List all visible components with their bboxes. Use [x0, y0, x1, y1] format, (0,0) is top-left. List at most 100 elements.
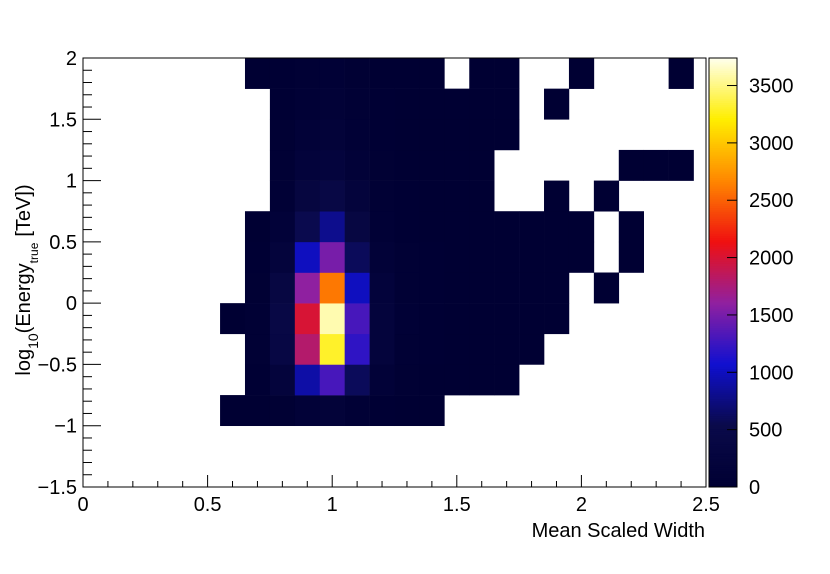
heatmap-cell — [369, 88, 395, 120]
colorbar-step — [709, 375, 737, 379]
y-axis-label: log10(Energytrue [TeV]) — [13, 184, 41, 375]
colorbar-step — [709, 435, 737, 439]
y-axis-label-part: 10 — [25, 333, 41, 349]
colorbar-step — [709, 287, 737, 291]
heatmap-cell — [469, 211, 495, 243]
heatmap-cell — [269, 211, 296, 243]
colorbar-step — [709, 347, 737, 351]
heatmap-cell — [294, 88, 321, 120]
heatmap-cell — [519, 303, 545, 335]
colorbar-step — [709, 193, 737, 196]
colorbar-step — [709, 386, 737, 389]
colorbar-step — [709, 175, 737, 179]
colorbar-step — [709, 109, 737, 113]
colorbar-step — [709, 416, 737, 419]
colorbar-step — [709, 165, 737, 168]
colorbar-step — [709, 433, 737, 437]
heatmap-cell — [444, 272, 470, 304]
heatmap-cell — [394, 149, 420, 181]
colorbar-step — [709, 379, 737, 383]
heatmap-cell — [519, 211, 545, 243]
x-tick-label: 2.5 — [692, 494, 720, 516]
colorbar-step — [709, 446, 737, 449]
heatmap-cell — [394, 333, 420, 365]
y-tick-label: 0 — [66, 293, 77, 315]
colorbar-step — [709, 302, 737, 306]
colorbar-step — [709, 214, 737, 218]
colorbar-step — [709, 313, 737, 316]
colorbar-step — [709, 182, 737, 186]
heatmap-cell — [618, 211, 644, 243]
colorbar-step — [709, 465, 737, 469]
heatmap-cell — [294, 119, 321, 151]
heatmap-cell — [494, 88, 520, 120]
colorbar-step — [709, 154, 737, 158]
heatmap-cell — [269, 241, 296, 273]
colorbar-step — [709, 96, 737, 100]
y-axis-label-part: (Energy — [13, 263, 35, 333]
heatmap-cell — [469, 241, 495, 273]
heatmap-cell — [319, 241, 345, 273]
heatmap-cell — [344, 211, 370, 243]
colorbar-step — [709, 405, 737, 409]
colorbar-step — [709, 150, 737, 153]
colorbar-step — [709, 341, 737, 344]
colorbar-step — [709, 62, 737, 65]
heatmap-cell — [220, 395, 246, 427]
heatmap-cell — [369, 333, 395, 365]
colorbar-step — [709, 130, 737, 134]
heatmap-cell — [344, 272, 370, 304]
heatmap-cell — [444, 303, 470, 335]
y-axis-label-part: [TeV]) — [13, 184, 35, 236]
heatmap-cell — [544, 272, 570, 304]
colorbar-step — [709, 394, 737, 398]
colorbar-step — [709, 113, 737, 117]
x-tick-label: 0 — [77, 494, 88, 516]
colorbar-step — [709, 64, 737, 68]
heatmap-cell — [344, 241, 370, 273]
heatmap-cell — [444, 149, 470, 181]
heatmap-cell — [419, 241, 445, 273]
heatmap-cell — [344, 119, 370, 151]
colorbar-step — [709, 199, 737, 203]
heatmap-cell — [244, 58, 271, 89]
heatmap-cell — [294, 58, 321, 89]
heatmap-cell — [494, 119, 520, 151]
heatmap-cell — [593, 180, 620, 212]
heatmap-cell — [269, 58, 296, 89]
colorbar-step — [709, 111, 737, 115]
heatmap-cell — [344, 395, 370, 427]
colorbar-step — [709, 401, 737, 404]
colorbar-step — [709, 212, 737, 216]
colorbar-step — [709, 58, 737, 61]
colorbar-step — [709, 244, 737, 248]
heatmap-cell — [319, 333, 345, 365]
colorbar-step — [709, 369, 737, 372]
heatmap-cell — [469, 149, 495, 181]
heatmap-cell — [444, 180, 470, 212]
colorbar-tick-label: 2500 — [749, 190, 794, 212]
heatmap-cell — [319, 272, 345, 304]
heatmap-cell — [419, 333, 445, 365]
heatmap-cell — [444, 88, 470, 120]
heatmap-cell — [369, 119, 395, 151]
colorbar-step — [709, 107, 737, 110]
heatmap-cell — [494, 333, 520, 365]
heatmap-cell — [319, 395, 345, 427]
colorbar-step — [709, 216, 737, 220]
colorbar-step — [709, 448, 737, 452]
colorbar-step — [709, 126, 737, 130]
heatmap-cell — [319, 88, 345, 120]
colorbar-step — [709, 115, 737, 119]
colorbar-step — [709, 338, 737, 342]
colorbar-step — [709, 399, 737, 402]
heatmap-cell — [294, 272, 321, 304]
heatmap-cell — [419, 88, 445, 120]
colorbar-step — [709, 148, 737, 151]
colorbar-step — [709, 156, 737, 160]
heatmap-cell — [394, 303, 420, 335]
heatmap-cell — [494, 58, 520, 89]
heatmap-cell — [269, 333, 296, 365]
colorbar-tick-label: 3000 — [749, 133, 794, 155]
colorbar-step — [709, 73, 737, 76]
